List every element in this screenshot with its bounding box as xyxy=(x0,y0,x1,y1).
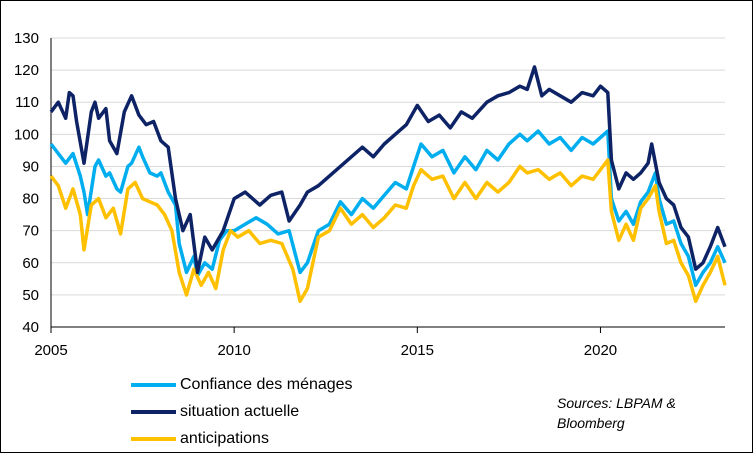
y-tick-label: 120 xyxy=(14,62,39,79)
y-tick-label: 50 xyxy=(22,287,39,304)
y-tick-label: 70 xyxy=(22,223,39,240)
series-line-anticipations xyxy=(49,158,727,304)
gridlines xyxy=(51,37,725,296)
x-tick-label: 2010 xyxy=(217,342,250,359)
series-line-situation xyxy=(49,65,727,275)
y-tick-label: 100 xyxy=(14,126,39,143)
legend-swatch-confiance xyxy=(131,382,176,387)
y-tick-label: 90 xyxy=(22,158,39,175)
y-tick-label: 80 xyxy=(22,191,39,208)
legend-item-situation: situation actuelle xyxy=(131,398,353,425)
legend-item-anticipations: anticipations xyxy=(131,425,353,452)
legend-label-confiance: Confiance des ménages xyxy=(180,375,353,393)
x-tick-label: 2005 xyxy=(34,342,67,359)
x-tick-label: 2020 xyxy=(584,342,617,359)
y-tick-label: 130 xyxy=(14,30,39,47)
series-line-confiance xyxy=(49,129,727,288)
y-tick-label: 110 xyxy=(15,94,39,111)
legend-swatch-anticipations xyxy=(131,436,176,441)
series-lines xyxy=(49,65,727,304)
legend-swatch-situation xyxy=(131,409,176,414)
y-tick-label: 60 xyxy=(22,255,39,272)
legend-label-situation: situation actuelle xyxy=(180,402,300,420)
legend-item-confiance: Confiance des ménages xyxy=(131,371,353,398)
legend: Confiance des ménages situation actuelle… xyxy=(131,371,353,452)
source-note: Sources: LBPAM & Bloomberg xyxy=(557,395,676,431)
y-tick-label: 40 xyxy=(22,319,39,336)
legend-label-anticipations: anticipations xyxy=(180,429,269,447)
axes: 40 50 60 70 80 90 100 110 120 130 2005 2010 2015 2020 xyxy=(14,30,725,359)
x-tick-label: 2015 xyxy=(401,342,434,359)
